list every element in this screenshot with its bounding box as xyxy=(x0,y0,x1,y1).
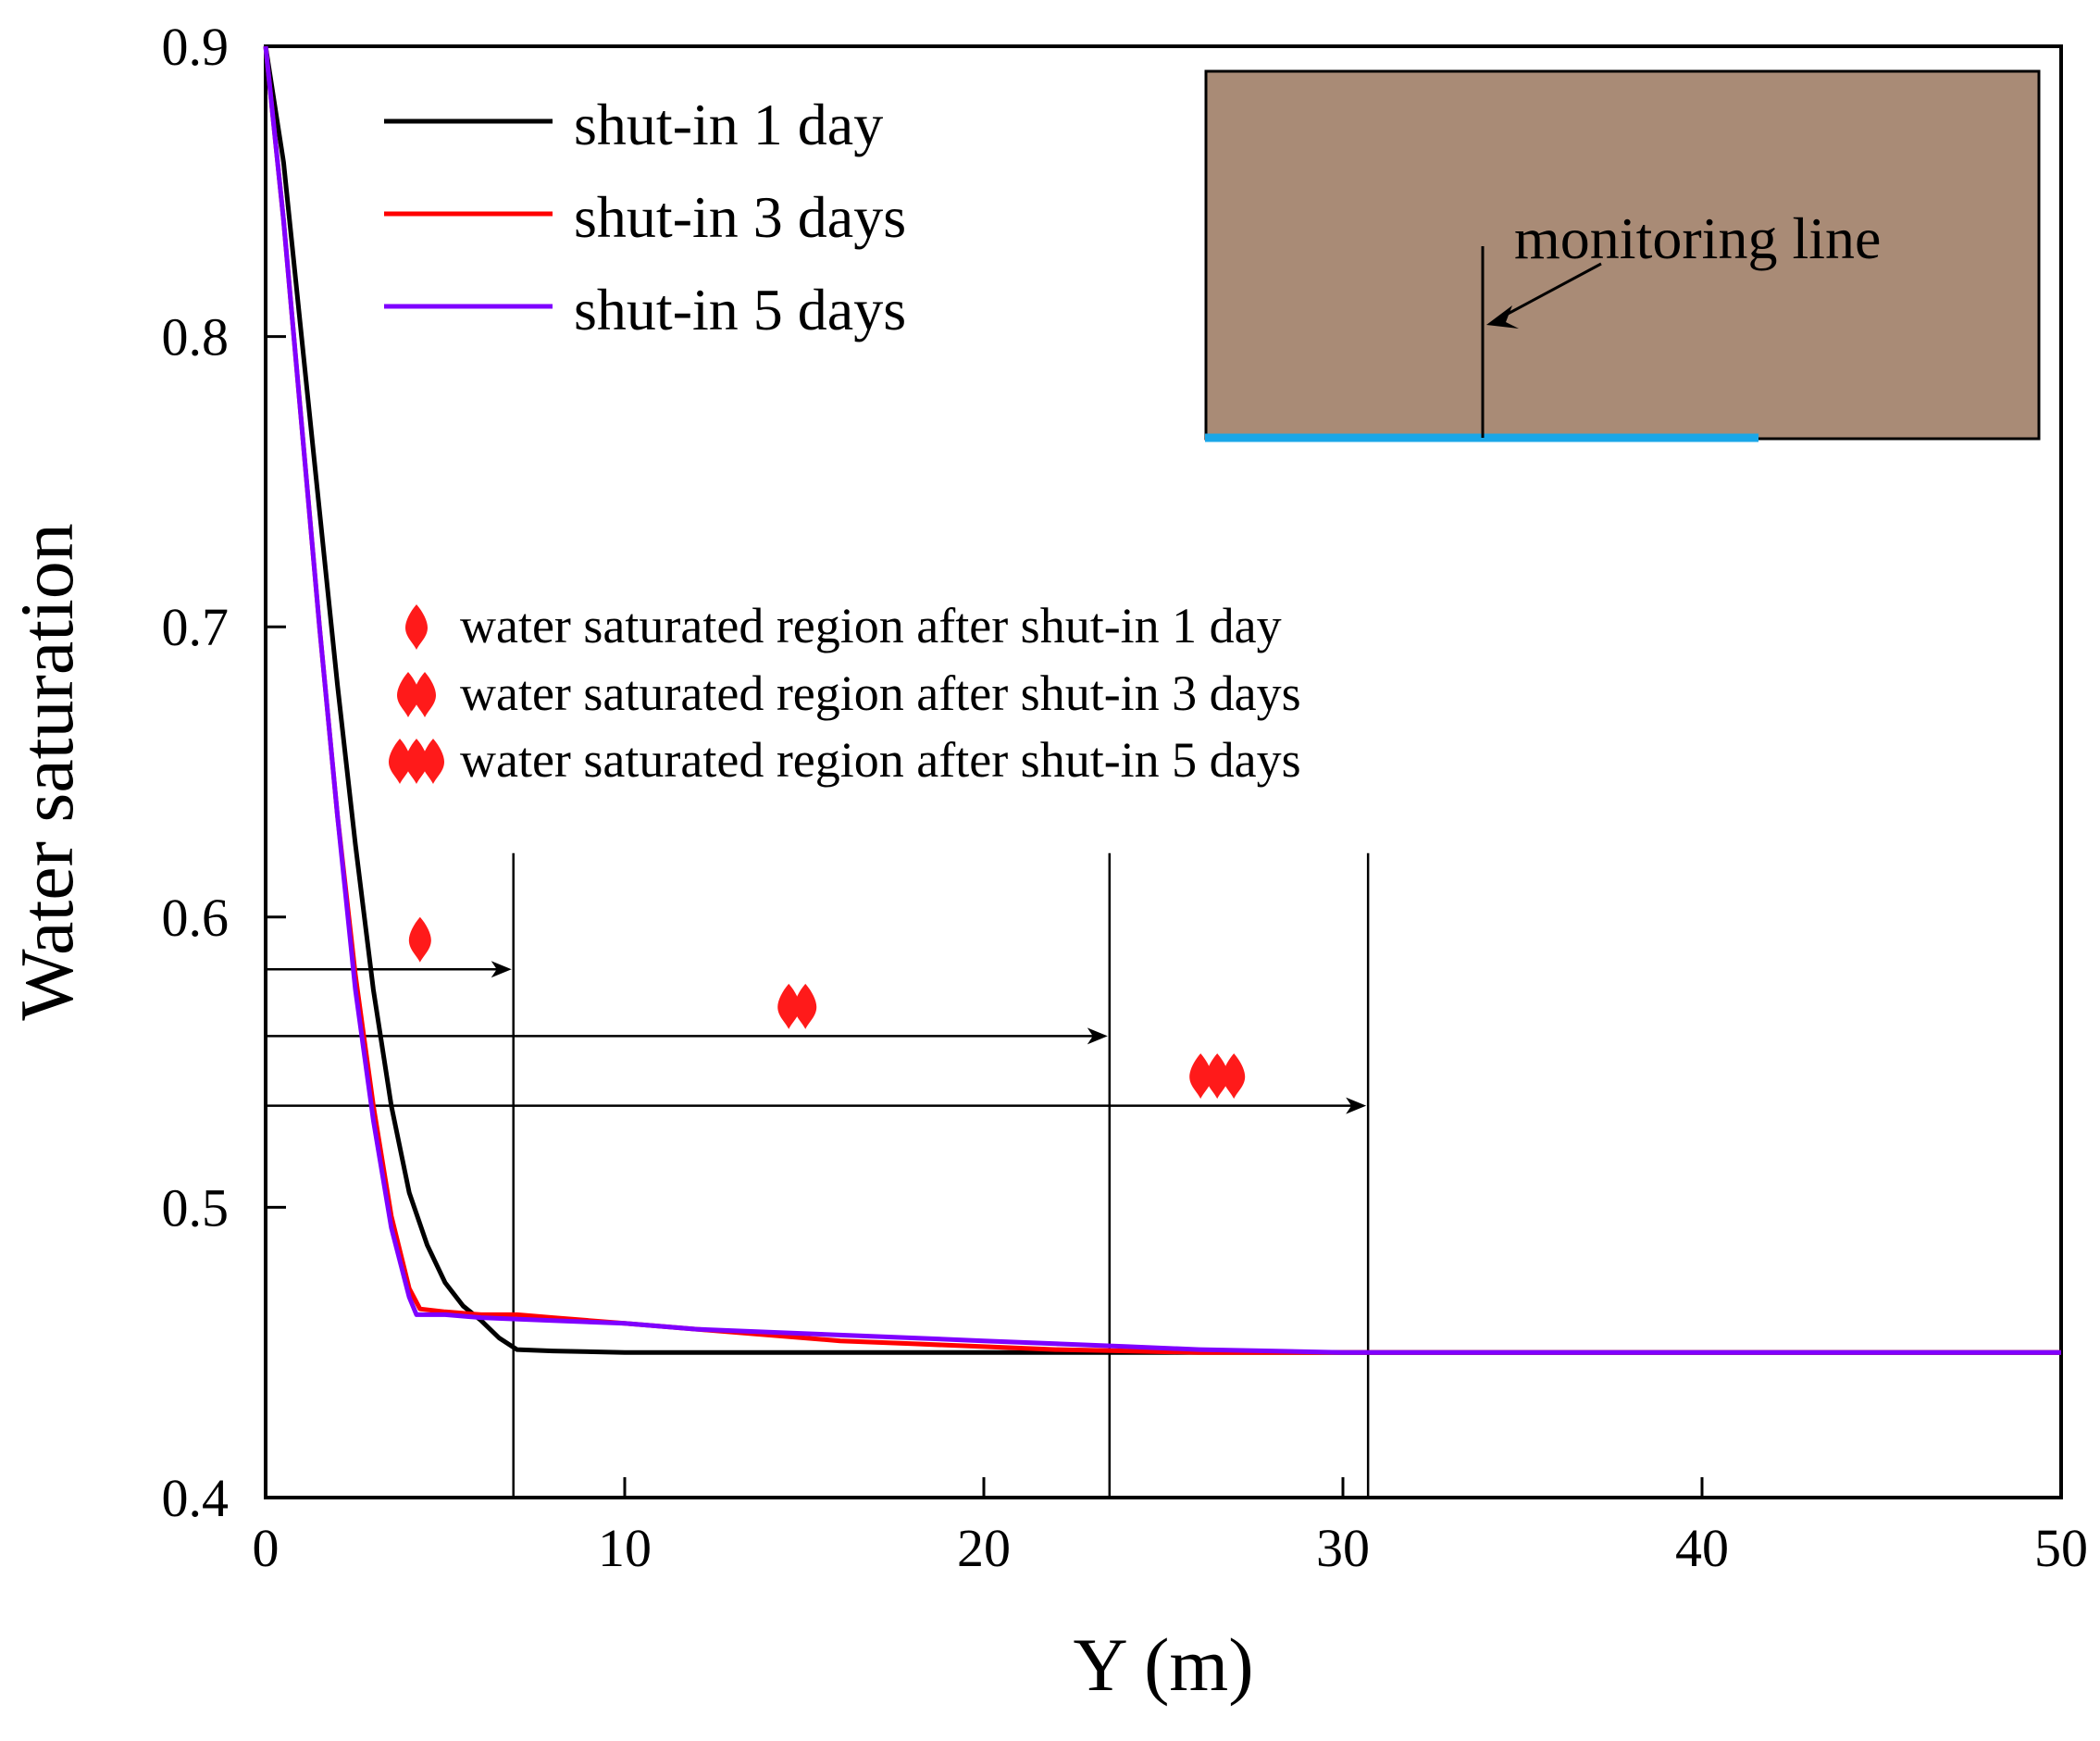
inset-schematic: monitoring line xyxy=(1204,69,2041,442)
inset-pointer-arrowhead xyxy=(1486,305,1519,329)
marker-legend-droplet xyxy=(389,739,411,784)
x-tick-label: 40 xyxy=(1675,1518,1729,1578)
saturation-droplet-marker xyxy=(408,916,431,963)
y-tick-label: 0.5 xyxy=(162,1177,230,1237)
front-lines xyxy=(266,852,1370,1498)
saturation-droplet-marker xyxy=(1206,1053,1229,1100)
series-group xyxy=(263,45,2061,1355)
x-tick-label: 0 xyxy=(253,1518,280,1578)
marker-legend-droplet xyxy=(405,739,428,784)
marker-legend-label-5days: water saturated region after shut-in 5 d… xyxy=(460,732,1301,788)
y-tick-label: 0.7 xyxy=(162,597,230,657)
inset-pointer-arrow xyxy=(1497,262,1602,321)
series-line-1 xyxy=(263,45,2061,1355)
marker-legend-icon-3days xyxy=(397,672,436,717)
marker-legend-droplet xyxy=(414,672,436,717)
legend-label-1day: shut-in 1 day xyxy=(574,92,883,157)
series-legend: shut-in 1 day shut-in 3 days shut-in 5 d… xyxy=(384,92,906,342)
y-tick-label: 0.8 xyxy=(162,307,230,367)
x-tick-label: 20 xyxy=(957,1518,1011,1578)
marker-legend-icon-1day xyxy=(405,604,428,650)
y-axis-title: Water saturation xyxy=(5,523,89,1021)
x-axis-title: Y (m) xyxy=(1073,1623,1253,1707)
marker-legend-icon-5days xyxy=(389,739,444,784)
y-tick-label: 0.4 xyxy=(162,1468,230,1528)
front-arrowhead xyxy=(1087,1027,1108,1045)
marker-legend-label-1day: water saturated region after shut-in 1 d… xyxy=(460,598,1282,653)
y-tick-label: 0.6 xyxy=(162,888,230,948)
marker-legend-droplet xyxy=(422,739,444,784)
inset-label: monitoring line xyxy=(1514,205,1881,271)
x-axis-ticks: 0 10 20 30 40 50 xyxy=(253,1477,2088,1578)
marker-legend-label-3days: water saturated region after shut-in 3 d… xyxy=(460,665,1301,721)
marker-legend-droplet xyxy=(397,672,419,717)
y-tick-label: 0.9 xyxy=(162,17,230,77)
front-arrowhead xyxy=(491,961,512,978)
saturation-droplet-marker xyxy=(777,983,801,1029)
series-line-3 xyxy=(263,45,2061,1355)
x-tick-label: 10 xyxy=(598,1518,652,1578)
y-axis-ticks: 0.4 0.5 0.6 0.7 0.8 0.9 xyxy=(162,17,286,1528)
legend-label-3days: shut-in 3 days xyxy=(574,184,906,250)
x-tick-label: 50 xyxy=(2034,1518,2088,1578)
front-arrowhead xyxy=(1346,1097,1367,1114)
saturation-droplet-marker xyxy=(794,983,817,1029)
legend-label-5days: shut-in 5 days xyxy=(574,277,906,342)
saturation-droplet-marker xyxy=(1189,1053,1212,1100)
marker-legend: water saturated region after shut-in 1 d… xyxy=(389,598,1301,788)
inset-formation-block xyxy=(1204,69,2041,441)
x-tick-label: 30 xyxy=(1316,1518,1370,1578)
marker-legend-droplet xyxy=(405,604,428,650)
plot-frame xyxy=(264,44,2063,1499)
saturation-droplet-marker xyxy=(1223,1053,1246,1100)
